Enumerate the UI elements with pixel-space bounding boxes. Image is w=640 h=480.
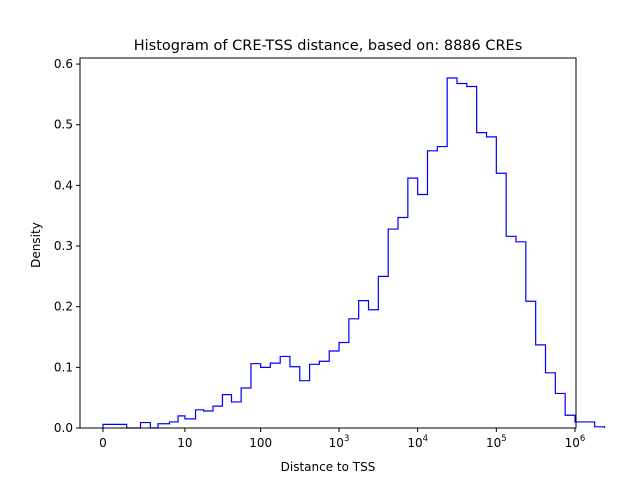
x-tick-label: 100 (249, 436, 272, 450)
x-tick-label: 105 (486, 434, 507, 450)
x-tick-label: 103 (329, 434, 350, 450)
x-tick-label: 0 (99, 436, 107, 450)
x-tick-label: 104 (407, 434, 428, 450)
plot-area: 0.0 0.1 0.2 0.3 0.4 0.5 0.6 0 10 100 103 104 105 106 (54, 57, 606, 450)
axes-frame (79, 57, 577, 429)
histogram-step-line (102, 77, 606, 429)
y-tick-label: 0.6 (54, 57, 73, 71)
y-tick-label: 0.4 (54, 178, 73, 192)
chart-title: Histogram of CRE-TSS distance, based on:… (134, 38, 523, 54)
y-tick-label: 0.1 (54, 360, 73, 374)
x-tick-label: 10 (177, 436, 192, 450)
y-tick-label: 0.2 (54, 300, 73, 314)
x-tick-label: 106 (565, 434, 586, 450)
y-tick-label: 0.3 (54, 239, 73, 253)
y-tick-label: 0.0 (54, 421, 73, 435)
y-tick-label: 0.5 (54, 118, 73, 132)
x-axis-title: Distance to TSS (281, 460, 376, 474)
y-axis-title: Density (29, 222, 43, 268)
